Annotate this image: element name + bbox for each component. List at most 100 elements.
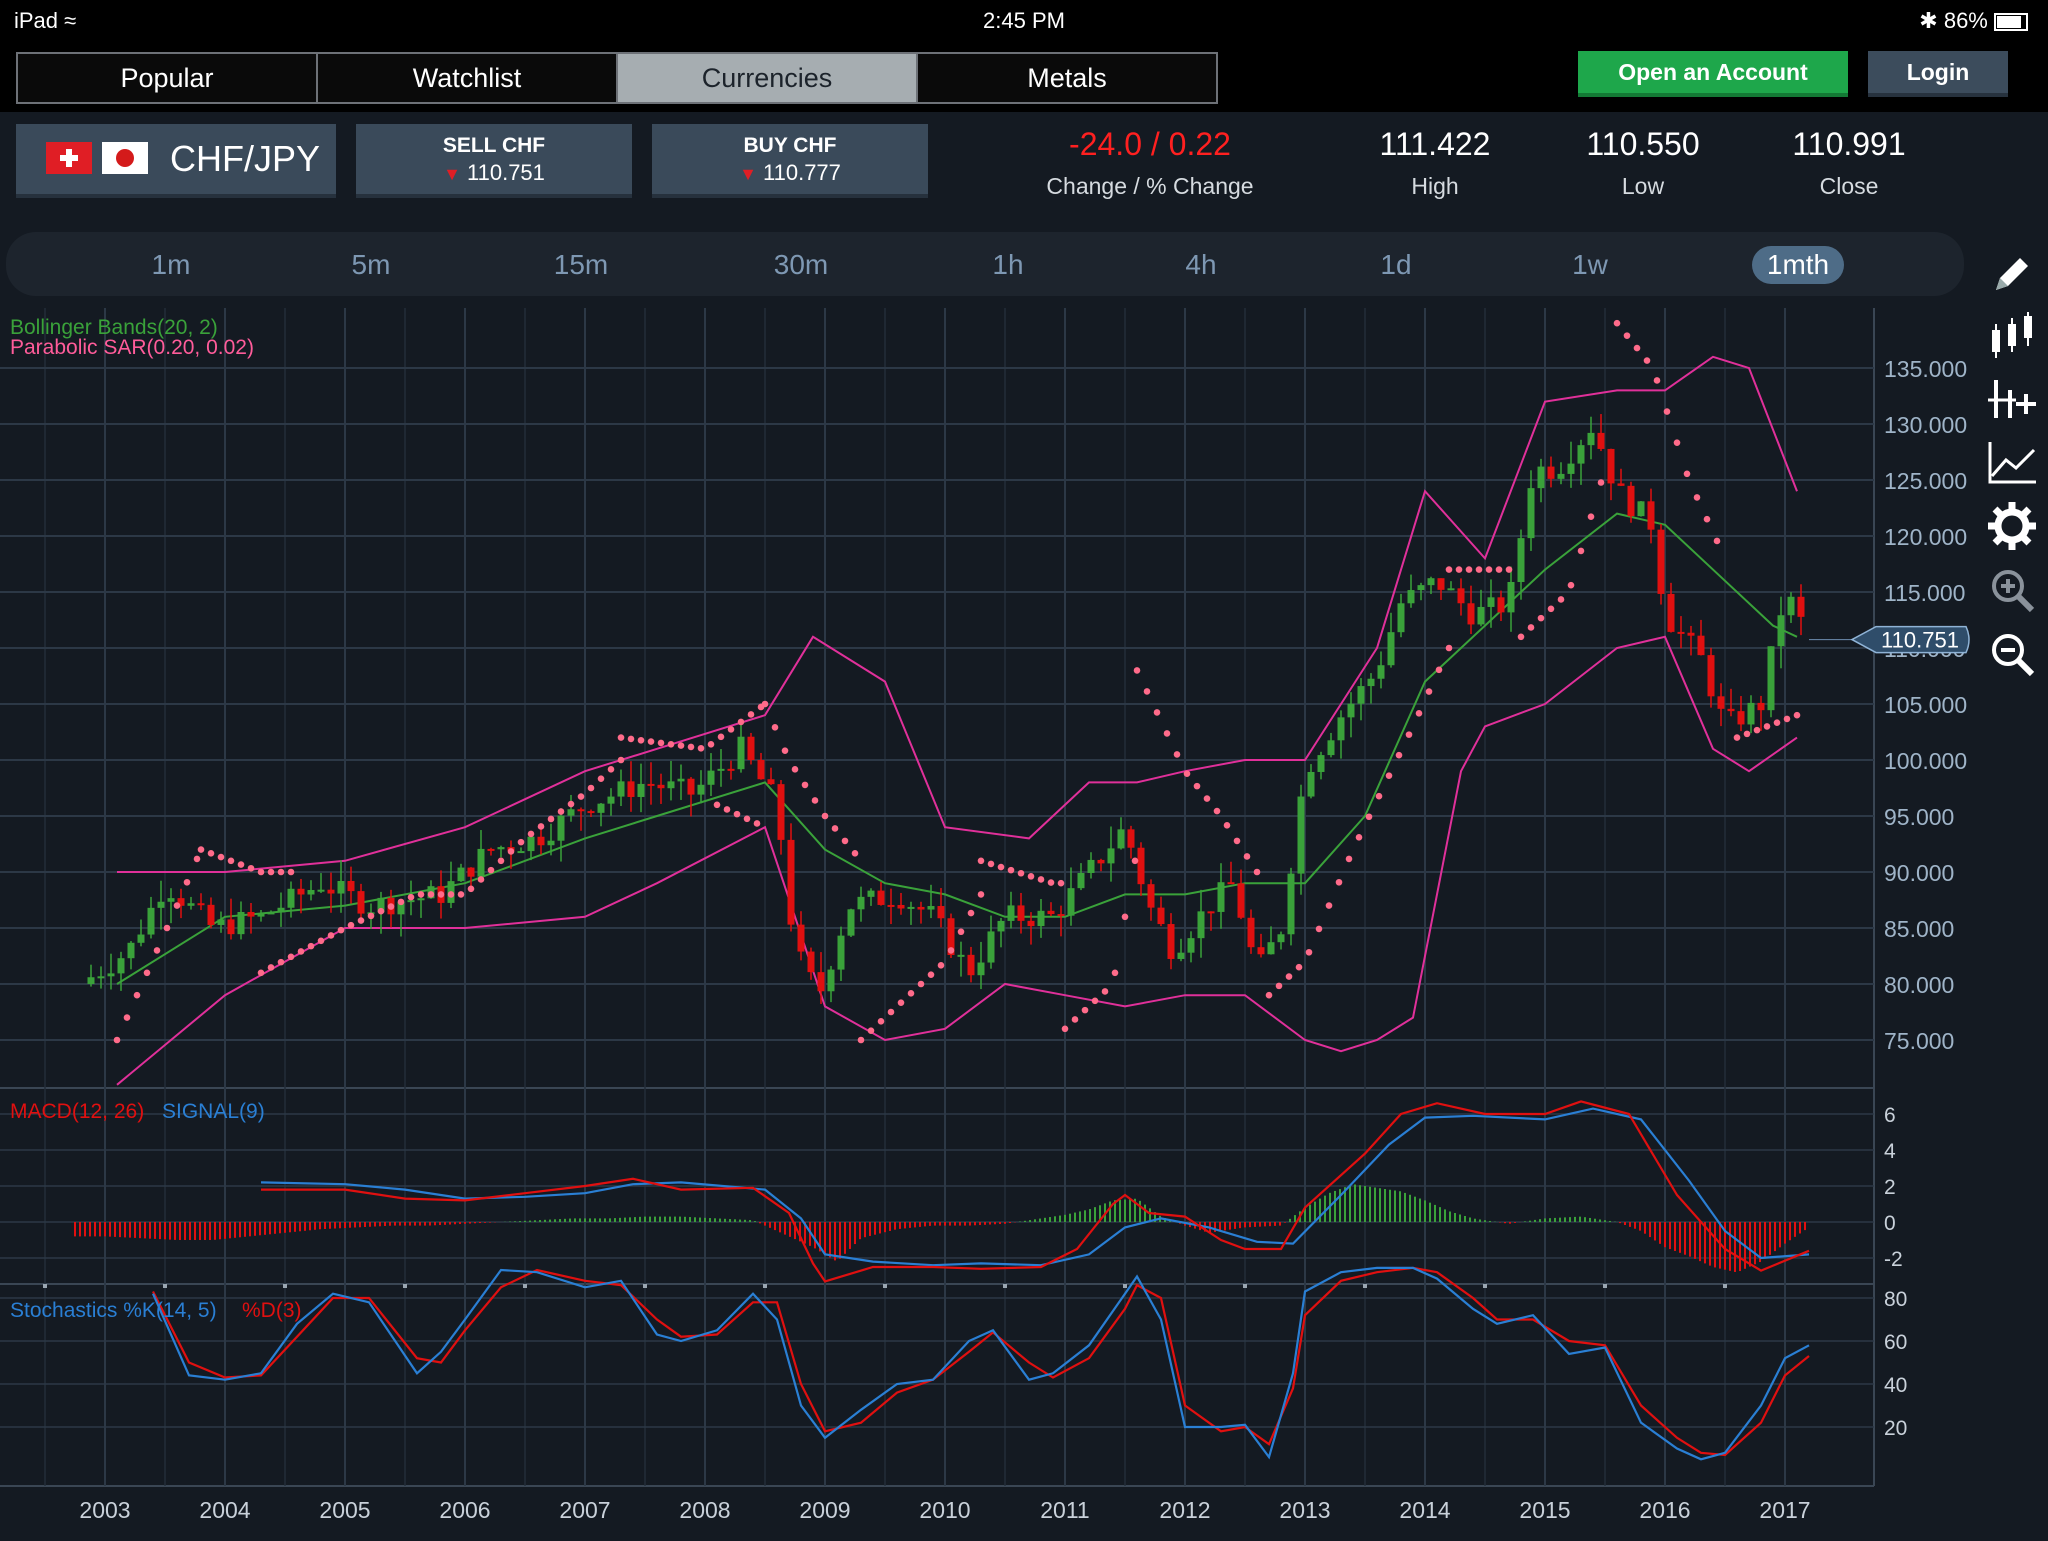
macd-tick-label: -2 [1884,1248,1903,1271]
sar-dot [1445,644,1453,652]
candle-up [527,836,535,852]
sar-dot [183,878,191,886]
stoch-tick-label: 60 [1884,1331,1907,1354]
sar-dot [1663,408,1671,415]
sar-dot [617,756,625,764]
sar-dot [477,876,485,883]
candle-down [657,784,665,789]
buy-button[interactable]: BUY CHF ▼ 110.777 [652,124,928,198]
sar-dot [1213,807,1221,815]
sell-button[interactable]: SELL CHF ▼ 110.751 [356,124,632,198]
price-chart[interactable]: 2003 2004 2005 2006 2007 2008 2009 2010 2011 2012… [0,300,1976,1536]
candle-up [1317,755,1325,772]
sar-dot [801,781,809,789]
sar-dot [1355,833,1363,841]
high-stat: 111.422 High [1330,126,1540,200]
tab-currencies[interactable]: Currencies [618,54,918,102]
candle-down [687,778,695,795]
instrument-pair: CHF/JPY [170,138,321,179]
sar-dot [927,971,935,978]
candle-up [1427,578,1435,586]
candle-up [1327,740,1335,756]
sell-price: 110.751 [467,160,545,185]
zoom-out-icon[interactable] [1986,628,2038,680]
sar-dot [1577,547,1585,555]
battery-indicator: ✱ 86% [1919,8,2028,34]
timeframe-4h[interactable]: 4h [1185,249,1217,280]
sar-dot [1455,566,1463,573]
timeframe-15m[interactable]: 15m [553,249,609,280]
candle-down [1017,905,1025,921]
sar-dot [697,744,705,752]
candle-up [837,935,845,970]
login-button[interactable]: Login [1868,51,2008,97]
sar-dot [357,917,365,924]
candle-down [877,890,885,905]
timeframe-1w[interactable]: 1w [1572,249,1608,280]
add-indicator-icon[interactable] [1986,374,2038,426]
candle-up [1107,848,1115,864]
sar-dot [197,846,205,853]
timeframe-1mth[interactable]: 1mth [1752,246,1844,284]
candle-down [1167,924,1175,959]
sar-dot [1101,988,1109,995]
sar-dot [1007,866,1015,874]
sar-dot [487,866,495,874]
change-stat: -24.0 / 0.22 Change / % Change [1030,126,1270,200]
clock: 2:45 PM [983,8,1065,33]
tab-watchlist[interactable]: Watchlist [318,54,618,102]
sar-dot [1285,973,1293,980]
zoom-in-icon[interactable] [1986,564,2038,616]
sar-dot [1465,566,1473,573]
sar-dot [1385,772,1393,779]
candle-down [897,904,905,909]
candle-down [1257,947,1265,955]
sar-dot [1557,596,1565,603]
sar-dot [287,868,295,876]
sar-dot [557,808,565,815]
candle-up [677,778,685,782]
axis-dot [1603,1284,1607,1288]
sar-dot [567,800,575,808]
candle-down [797,924,805,952]
sar-dot [1597,479,1605,486]
pencil-icon[interactable] [1986,248,2038,300]
timeframe-1m[interactable]: 1m [151,249,191,280]
axis-dot [1123,1284,1127,1288]
macd-tick-label: 6 [1884,1104,1896,1127]
sar-dot [657,739,665,747]
timeframe-5m[interactable]: 5m [351,249,391,280]
line-chart-icon[interactable] [1986,436,2038,488]
x-tick-label: 2013 [1279,1497,1330,1523]
candle-up [607,796,615,804]
tab-popular[interactable]: Popular [18,54,318,102]
tab-metals[interactable]: Metals [918,54,1216,102]
price-tick-label: 100.000 [1884,748,1967,774]
axis-dot [1003,1284,1007,1288]
candle-up [157,901,165,908]
candle-down [1657,529,1665,594]
candle-up [397,902,405,915]
candle-down [1667,593,1675,632]
open-account-button[interactable]: Open an Account [1578,51,1848,97]
axis-dot [883,1284,887,1288]
sar-dot [547,815,555,823]
candle-down [347,880,355,892]
candle-down [247,912,255,917]
candle-down [1797,596,1805,617]
gear-icon[interactable] [1986,500,2038,552]
axis-dot [163,1284,167,1288]
sar-dot [727,726,735,733]
sar-dot [1111,969,1119,977]
timeframe-1d[interactable]: 1d [1380,249,1412,280]
candlestick-icon[interactable] [1986,310,2038,362]
candle-up [1077,872,1085,889]
instrument-selector[interactable]: CHF/JPY [16,124,336,198]
candle-up [1347,703,1355,718]
timeframe-1h[interactable]: 1h [992,249,1024,280]
chart-area[interactable]: 2003 2004 2005 2006 2007 2008 2009 2010 2011 2012… [0,300,1976,1536]
candle-up [987,931,995,963]
timeframe-30m[interactable]: 30m [773,249,829,280]
bollinger-middle-band [116,512,1798,985]
candle-up [997,920,1005,932]
